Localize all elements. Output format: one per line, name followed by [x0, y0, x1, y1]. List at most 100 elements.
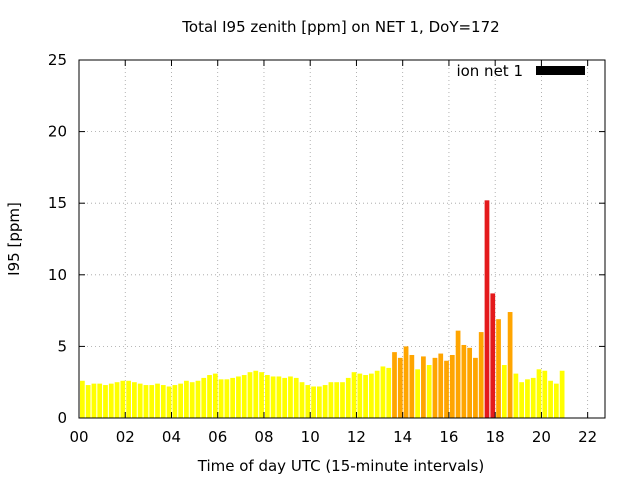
- bar: [351, 372, 357, 418]
- bar: [126, 380, 131, 418]
- x-tick-label: 12: [347, 428, 366, 446]
- bar: [299, 382, 305, 418]
- bar: [207, 375, 212, 418]
- bar: [236, 376, 241, 418]
- bar: [403, 346, 409, 418]
- x-tick-label: 18: [486, 428, 505, 446]
- bar: [80, 380, 85, 418]
- x-tick-label: 10: [301, 428, 320, 446]
- x-tick-label: 14: [393, 428, 412, 446]
- bar: [519, 382, 525, 418]
- bar: [496, 319, 501, 418]
- bar: [288, 376, 293, 418]
- bar: [172, 385, 178, 418]
- bar: [218, 379, 224, 418]
- bar: [143, 385, 149, 418]
- bar: [345, 377, 351, 418]
- y-tick-label: 20: [48, 123, 67, 141]
- bar: [264, 375, 270, 418]
- y-tick-label: 15: [48, 194, 67, 212]
- y-tick-label: 5: [57, 337, 67, 355]
- bar: [438, 353, 444, 418]
- bar: [149, 385, 155, 418]
- bar: [357, 373, 363, 418]
- bar: [421, 356, 426, 418]
- bar: [559, 370, 565, 418]
- bar: [212, 373, 218, 418]
- bar: [316, 386, 322, 418]
- bar: [444, 360, 449, 418]
- bar: [455, 330, 461, 418]
- x-tick-label: 06: [208, 428, 227, 446]
- bar: [230, 377, 236, 418]
- bar: [201, 377, 207, 418]
- bar: [467, 347, 473, 418]
- bar: [184, 380, 189, 418]
- bar: [328, 382, 334, 418]
- bar: [553, 383, 559, 418]
- x-axis-label: Time of day UTC (15-minute intervals): [197, 457, 484, 475]
- bar: [166, 386, 172, 418]
- bar: [542, 370, 548, 418]
- chart-title: Total I95 zenith [ppm] on NET 1, DoY=172: [181, 18, 499, 36]
- bar: [195, 380, 201, 418]
- grid-lines: [79, 60, 605, 418]
- legend-swatch: [536, 66, 585, 75]
- bar: [449, 354, 455, 418]
- bar: [120, 380, 126, 418]
- bar: [132, 382, 137, 418]
- bar: [473, 357, 478, 418]
- bar: [397, 357, 403, 418]
- bar: [282, 377, 288, 418]
- bar: [253, 370, 259, 418]
- x-tick-label: 02: [116, 428, 135, 446]
- bar: [160, 385, 166, 418]
- bar: [137, 383, 143, 418]
- bar: [322, 385, 328, 418]
- bar: [241, 375, 247, 418]
- bar: [178, 383, 184, 418]
- x-tick-label: 16: [439, 428, 458, 446]
- bar: [259, 372, 264, 418]
- y-tick-label: 25: [48, 51, 67, 69]
- bar: [293, 377, 299, 418]
- x-tick-label: 00: [69, 428, 88, 446]
- bar: [189, 382, 195, 418]
- bar: [247, 372, 253, 418]
- legend-label: ion net 1: [456, 62, 523, 80]
- bar: [91, 383, 97, 418]
- bar-series: [80, 200, 565, 418]
- bar: [334, 382, 340, 418]
- y-tick-label: 10: [48, 266, 67, 284]
- bar: [270, 376, 276, 418]
- bar: [548, 380, 553, 418]
- bar: [478, 332, 484, 418]
- bar: [461, 344, 467, 418]
- bar: [380, 366, 386, 418]
- bar: [530, 377, 536, 418]
- axis-ticks: 0 5 10 15 20 25 00 02 04 06 08 10 12 14 16 18 20 22: [48, 51, 605, 446]
- bar: [85, 385, 91, 418]
- bar: [432, 357, 438, 418]
- x-tick-label: 22: [578, 428, 597, 446]
- x-tick-label: 08: [254, 428, 273, 446]
- y-axis-label: I95 [ppm]: [5, 202, 23, 276]
- bar: [415, 369, 420, 418]
- bar: [507, 312, 513, 418]
- bar: [513, 373, 519, 418]
- bar: [108, 383, 114, 418]
- bar: [155, 383, 160, 418]
- y-tick-label: 0: [57, 409, 67, 427]
- bar: [484, 200, 490, 418]
- bar: [392, 352, 397, 418]
- bar: [276, 376, 282, 418]
- bar: [311, 386, 316, 418]
- bar: [340, 382, 345, 418]
- bar: [97, 383, 103, 418]
- bar: [305, 385, 311, 418]
- bar: [369, 373, 374, 418]
- bar: [501, 365, 507, 418]
- bar: [374, 370, 380, 418]
- legend: ion net 1: [456, 62, 585, 80]
